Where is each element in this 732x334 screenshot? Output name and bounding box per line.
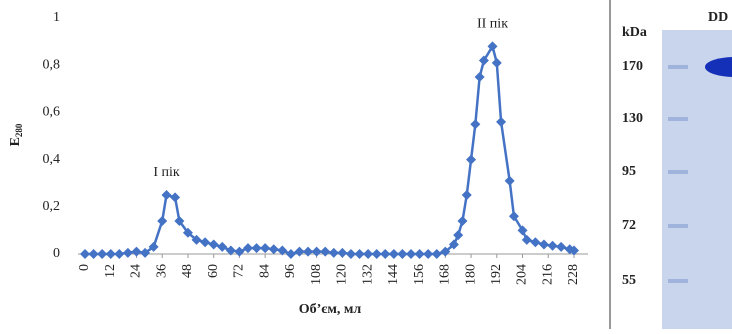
peak-annotation: II пік	[477, 17, 508, 32]
data-point	[114, 249, 124, 259]
data-point	[294, 247, 304, 257]
y-tick-label: 0,2	[43, 199, 61, 214]
data-point	[346, 249, 356, 259]
data-point	[475, 72, 485, 82]
y-label-text: E	[8, 137, 23, 146]
data-point	[530, 237, 540, 247]
data-point	[286, 249, 296, 259]
data-point	[423, 249, 433, 259]
gel-marker-label: 95	[622, 164, 636, 179]
data-point	[389, 249, 399, 259]
y-tick-label: 0,8	[43, 57, 61, 72]
data-point	[170, 192, 180, 202]
x-tick-label: 120	[335, 264, 350, 285]
data-point	[457, 216, 467, 226]
x-tick-label: 0	[77, 264, 92, 271]
gel-lane-label: DD	[708, 10, 728, 25]
y-tick-label: 1	[53, 10, 60, 25]
data-point	[162, 190, 172, 200]
data-point	[260, 243, 270, 253]
data-point	[131, 247, 141, 257]
x-tick-label: 84	[257, 264, 272, 278]
y-label-subscript: 280	[14, 123, 24, 137]
data-point	[415, 249, 425, 259]
data-point	[106, 249, 116, 259]
data-point	[89, 249, 99, 259]
marker-band	[668, 117, 688, 121]
gel-marker-label: 55	[622, 273, 636, 288]
data-point	[97, 249, 107, 259]
data-point	[200, 237, 210, 247]
data-point	[539, 240, 549, 250]
data-line	[85, 46, 574, 254]
data-point	[505, 176, 515, 186]
data-point	[466, 155, 476, 165]
data-point	[462, 190, 472, 200]
marker-band	[668, 224, 688, 228]
gel-marker-label: 72	[622, 218, 636, 233]
y-tick-label: 0	[53, 246, 60, 261]
x-tick-label: 144	[386, 264, 401, 285]
data-point	[303, 247, 313, 257]
data-point	[556, 242, 566, 252]
gel-marker-label: 130	[622, 111, 643, 126]
x-tick-label: 60	[206, 264, 221, 278]
gel-unit-label: kDa	[622, 25, 647, 40]
x-tick-label: 192	[489, 264, 504, 285]
x-tick-label: 12	[103, 264, 118, 278]
data-point	[337, 248, 347, 258]
x-tick-label: 216	[540, 264, 555, 285]
x-tick-label: 48	[180, 264, 195, 278]
y-tick-label: 0,6	[43, 105, 61, 120]
data-point	[492, 58, 502, 68]
data-point	[123, 248, 133, 258]
x-tick-label: 204	[515, 264, 530, 285]
marker-band	[668, 170, 688, 174]
data-point	[355, 249, 365, 259]
x-axis-label: Об’єм, мл	[299, 302, 362, 317]
data-point	[217, 242, 227, 252]
data-point	[269, 244, 279, 254]
data-point	[397, 249, 407, 259]
data-point	[209, 240, 219, 250]
x-tick-label: 156	[412, 264, 427, 285]
x-tick-label: 96	[283, 264, 298, 278]
x-tick-label: 36	[154, 264, 169, 278]
data-point	[320, 247, 330, 257]
data-point	[329, 248, 339, 258]
marker-band	[668, 65, 688, 69]
data-point	[234, 247, 244, 257]
data-point	[470, 119, 480, 129]
data-point	[432, 249, 442, 259]
data-point	[363, 249, 373, 259]
y-axis-label: E280	[8, 123, 24, 146]
x-tick-label: 168	[438, 264, 453, 285]
data-point	[453, 230, 463, 240]
x-tick-label: 72	[232, 264, 247, 278]
data-point	[80, 249, 90, 259]
x-tick-label: 108	[309, 264, 324, 285]
data-point	[496, 117, 506, 127]
x-tick-label: 228	[566, 264, 581, 285]
data-point	[380, 249, 390, 259]
y-tick-label: 0,4	[43, 152, 61, 167]
x-tick-label: 24	[129, 264, 144, 278]
peak-annotation: I пік	[153, 165, 180, 180]
data-point	[243, 243, 253, 253]
data-point	[372, 249, 382, 259]
data-point	[522, 235, 532, 245]
data-point	[157, 216, 167, 226]
data-point	[406, 249, 416, 259]
marker-band	[668, 279, 688, 283]
x-tick-label: 180	[463, 264, 478, 285]
figure: E280 Об’єм, мл kDa DD 0 0,2 0,4 0,6 0,8 1 0 12 2…	[0, 0, 732, 329]
data-point	[252, 243, 262, 253]
x-tick-label: 132	[360, 264, 375, 285]
data-point	[548, 241, 558, 251]
data-point	[312, 247, 322, 257]
gel-marker-label: 170	[622, 59, 643, 74]
